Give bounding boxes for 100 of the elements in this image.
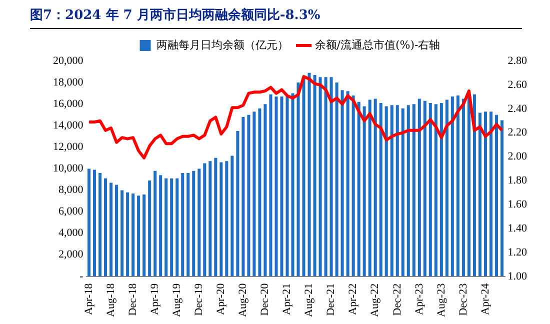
bar — [148, 180, 152, 276]
bar — [374, 98, 377, 276]
bar — [428, 103, 432, 276]
bar — [423, 100, 426, 276]
legend-label: 两融每月日均余额（亿元） — [156, 38, 288, 52]
bar — [500, 120, 504, 276]
chart-title: 图7：2024 年 7 月两市日均两融余额同比-8.3% — [30, 6, 522, 29]
bar — [170, 178, 174, 276]
bar — [472, 94, 476, 276]
bar — [274, 96, 278, 276]
bar — [450, 96, 454, 276]
bar — [225, 161, 228, 276]
x-tick-label: Aug-18 — [104, 282, 117, 317]
y2-tick-label: 1.40 — [508, 222, 528, 234]
x-tick-label: Apr-20 — [215, 282, 228, 315]
x-tick-label: Apr-22 — [347, 283, 360, 315]
bar — [92, 170, 96, 276]
y2-tick-label: 1.00 — [508, 270, 528, 282]
bar — [302, 77, 306, 276]
y2-tick-label: 2.80 — [508, 54, 528, 67]
bar — [494, 114, 498, 276]
bar — [440, 103, 443, 276]
bar — [406, 105, 410, 276]
bar — [462, 98, 465, 276]
bar — [115, 184, 118, 276]
bar — [192, 170, 196, 276]
bar — [176, 178, 179, 276]
bar — [445, 100, 448, 276]
y2-tick-label: 1.80 — [508, 174, 528, 187]
x-tick-label: Dec-18 — [126, 282, 139, 316]
y-tick-label: 12,000 — [53, 141, 84, 154]
bar — [296, 82, 300, 276]
bar — [87, 168, 91, 276]
y2-tick-label: 2.60 — [508, 78, 528, 91]
y-tick-label: - — [80, 270, 84, 282]
x-tick-label: Aug-22 — [369, 283, 382, 317]
bar — [186, 173, 190, 276]
x-tick-label: Aug-19 — [171, 282, 183, 317]
bar — [126, 192, 130, 276]
bar — [247, 114, 250, 276]
y-tick-label: 16,000 — [53, 98, 84, 110]
bar — [484, 112, 487, 276]
bar — [434, 104, 438, 276]
y-tick-label: 18,000 — [53, 76, 84, 88]
bar — [264, 104, 267, 276]
y-tick-label: 8,000 — [58, 184, 84, 196]
bar — [396, 105, 399, 276]
x-tick-label: Dec-21 — [325, 283, 338, 316]
bar — [181, 173, 184, 276]
y-tick-label: 10,000 — [53, 162, 84, 175]
bar — [159, 175, 162, 276]
bar — [379, 103, 382, 276]
bar — [286, 95, 289, 276]
bar — [198, 168, 201, 276]
legend-label: 余额/流通总市值(%)-右轴 — [314, 38, 440, 52]
x-tick-label: Aug-23 — [435, 282, 448, 317]
bar — [142, 194, 146, 276]
bar — [330, 77, 333, 276]
bar — [335, 82, 338, 276]
bar — [154, 170, 157, 276]
bar — [340, 90, 344, 276]
y2-tick-label: 2.00 — [508, 150, 528, 163]
x-tick-label: Aug-20 — [237, 282, 250, 317]
bar — [236, 131, 240, 276]
y2-tick-label: 2.40 — [508, 102, 528, 115]
bar — [308, 72, 311, 276]
bar — [489, 112, 492, 276]
bar — [208, 161, 212, 276]
bar — [390, 105, 394, 276]
y-tick-label: 2,000 — [58, 248, 84, 261]
bar — [418, 98, 421, 276]
bar — [230, 156, 234, 276]
x-tick-label: Dec-20 — [259, 282, 272, 316]
y-tick-label: 20,000 — [53, 54, 84, 67]
bar — [98, 173, 102, 276]
bar — [313, 75, 316, 276]
x-tick-label: Apr-24 — [479, 282, 492, 315]
bar — [137, 196, 140, 276]
bar — [120, 190, 124, 276]
y2-tick-label: 2.20 — [508, 126, 528, 139]
bar — [291, 93, 294, 276]
bar — [258, 108, 262, 276]
bar — [362, 106, 366, 276]
x-tick-label: Apr-23 — [413, 282, 426, 315]
bar — [280, 96, 284, 276]
bar — [478, 112, 482, 276]
bar — [324, 77, 328, 276]
bar — [132, 193, 135, 276]
bar — [357, 102, 360, 276]
bar — [269, 94, 272, 276]
y2-tick-label: 1.20 — [508, 246, 528, 258]
x-tick-label: Apr-19 — [148, 282, 161, 315]
bar — [252, 112, 256, 276]
bar — [214, 158, 218, 276]
x-tick-label: Apr-21 — [281, 283, 294, 315]
bar — [412, 104, 416, 276]
bar — [368, 100, 372, 276]
x-tick-label: Apr-18 — [82, 282, 95, 315]
bar — [456, 95, 460, 276]
bar — [384, 106, 388, 276]
